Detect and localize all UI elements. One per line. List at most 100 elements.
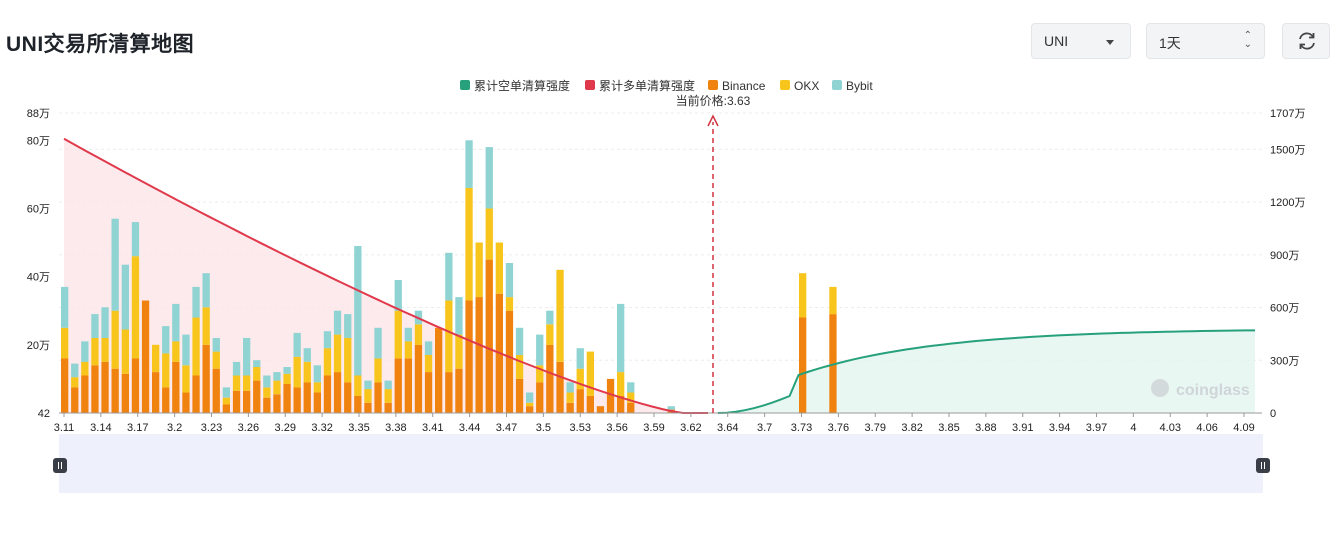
bybit-bar[interactable] (71, 363, 79, 378)
binance-bar[interactable] (212, 368, 220, 413)
slider-handle-left[interactable] (53, 458, 67, 473)
bybit-bar[interactable] (536, 334, 544, 366)
okx-bar[interactable] (273, 380, 281, 395)
binance-bar[interactable] (202, 344, 210, 413)
binance-bar[interactable] (384, 402, 392, 413)
okx-bar[interactable] (465, 188, 473, 301)
binance-bar[interactable] (556, 361, 564, 413)
bybit-bar[interactable] (374, 327, 382, 359)
okx-bar[interactable] (566, 392, 574, 403)
binance-bar[interactable] (323, 375, 332, 414)
bybit-bar[interactable] (455, 297, 463, 335)
bybit-bar[interactable] (354, 246, 362, 376)
legend-swatch[interactable] (460, 80, 470, 90)
bybit-bar[interactable] (515, 327, 524, 356)
binance-bar[interactable] (71, 387, 79, 413)
binance-bar[interactable] (799, 317, 807, 414)
bybit-bar[interactable] (344, 314, 352, 338)
bybit-bar[interactable] (394, 280, 402, 311)
okx-bar[interactable] (293, 356, 301, 388)
binance-bar[interactable] (414, 344, 423, 413)
okx-bar[interactable] (182, 365, 190, 393)
binance-bar[interactable] (515, 378, 524, 413)
bybit-bar[interactable] (61, 286, 69, 328)
binance-bar[interactable] (627, 402, 635, 413)
binance-bar[interactable] (81, 375, 89, 414)
bybit-bar[interactable] (172, 303, 180, 342)
okx-bar[interactable] (323, 348, 332, 376)
okx-bar[interactable] (152, 344, 160, 373)
bybit-bar[interactable] (293, 332, 301, 357)
legend-label[interactable]: 累计空单清算强度 (474, 78, 570, 93)
binance-bar[interactable] (455, 368, 463, 413)
okx-bar[interactable] (445, 300, 453, 373)
okx-bar[interactable] (61, 327, 69, 359)
okx-bar[interactable] (414, 324, 423, 345)
binance-bar[interactable] (333, 372, 342, 413)
bybit-bar[interactable] (101, 307, 109, 338)
bybit-bar[interactable] (212, 338, 220, 352)
binance-bar[interactable] (121, 373, 129, 413)
bybit-bar[interactable] (617, 303, 625, 373)
binance-bar[interactable] (394, 358, 402, 414)
binance-bar[interactable] (61, 358, 69, 414)
bybit-bar[interactable] (253, 360, 261, 367)
okx-bar[interactable] (212, 351, 220, 369)
okx-bar[interactable] (364, 389, 372, 403)
bybit-bar[interactable] (576, 348, 584, 369)
okx-bar[interactable] (222, 397, 230, 405)
binance-bar[interactable] (829, 314, 837, 413)
bybit-bar[interactable] (273, 372, 281, 381)
legend-label[interactable]: 累计多单清算强度 (599, 78, 695, 93)
bybit-bar[interactable] (424, 341, 433, 355)
bybit-bar[interactable] (232, 361, 241, 376)
bybit-bar[interactable] (303, 348, 311, 362)
bybit-bar[interactable] (505, 263, 514, 298)
okx-bar[interactable] (495, 242, 503, 294)
binance-bar[interactable] (374, 382, 382, 413)
okx-bar[interactable] (313, 382, 321, 393)
okx-bar[interactable] (243, 375, 251, 391)
okx-bar[interactable] (556, 269, 564, 362)
binance-bar[interactable] (293, 387, 301, 413)
okx-bar[interactable] (384, 389, 392, 403)
binance-bar[interactable] (273, 394, 281, 414)
binance-bar[interactable] (404, 358, 412, 414)
binance-bar[interactable] (111, 368, 119, 413)
okx-bar[interactable] (91, 338, 99, 366)
okx-bar[interactable] (202, 307, 210, 345)
refresh-button[interactable] (1282, 23, 1330, 59)
bybit-bar[interactable] (192, 286, 200, 318)
bybit-bar[interactable] (243, 338, 251, 376)
okx-bar[interactable] (546, 324, 554, 345)
binance-bar[interactable] (485, 259, 493, 413)
binance-bar[interactable] (536, 382, 544, 413)
zoom-slider[interactable] (53, 434, 1270, 493)
okx-bar[interactable] (617, 372, 625, 396)
binance-bar[interactable] (566, 402, 574, 413)
binance-bar[interactable] (445, 372, 453, 413)
bybit-bar[interactable] (445, 252, 453, 301)
okx-bar[interactable] (283, 373, 291, 384)
bybit-bar[interactable] (627, 382, 635, 393)
okx-bar[interactable] (576, 368, 584, 390)
binance-bar[interactable] (243, 390, 251, 413)
bybit-bar[interactable] (566, 382, 574, 393)
okx-bar[interactable] (263, 387, 271, 398)
okx-bar[interactable] (232, 375, 241, 391)
bybit-bar[interactable] (222, 387, 230, 398)
bybit-bar[interactable] (81, 341, 89, 362)
slider-track[interactable] (59, 434, 1263, 493)
binance-bar[interactable] (101, 361, 109, 413)
okx-bar[interactable] (799, 273, 807, 318)
interval-select[interactable]: 1天 ⌃ ⌄ (1146, 23, 1265, 59)
binance-bar[interactable] (232, 390, 241, 413)
bybit-bar[interactable] (313, 365, 321, 383)
binance-bar[interactable] (152, 372, 160, 413)
okx-bar[interactable] (829, 286, 837, 315)
okx-bar[interactable] (121, 329, 129, 374)
okx-bar[interactable] (475, 242, 483, 298)
binance-bar[interactable] (253, 380, 261, 413)
binance-bar[interactable] (435, 327, 443, 413)
bybit-bar[interactable] (404, 327, 412, 342)
